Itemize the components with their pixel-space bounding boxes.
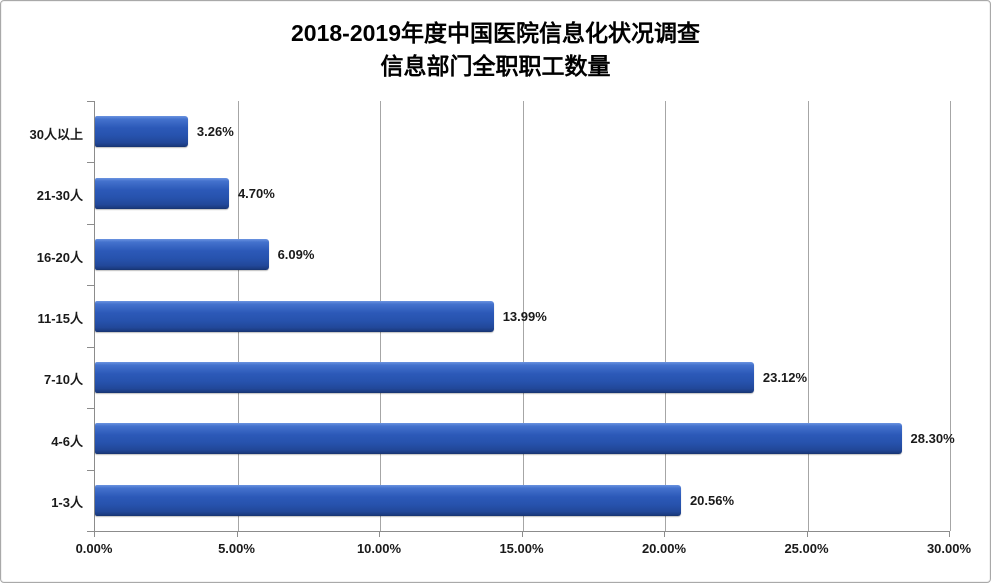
gridline-30	[950, 101, 951, 531]
x-axis-tick	[94, 531, 95, 537]
category-label-21-30人: 21-30人	[36, 188, 83, 204]
bar-21-30人	[95, 177, 229, 209]
x-axis-tick	[806, 531, 808, 537]
category-label-1-3人: 1-3人	[51, 495, 83, 511]
value-label-21-30人: 4.70%	[237, 185, 275, 201]
y-axis-tick	[87, 162, 94, 164]
bar-1-3人	[95, 484, 681, 516]
x-axis-label-5.00%: 5.00%	[218, 541, 255, 556]
x-axis-label-10.00%: 10.00%	[356, 541, 402, 556]
y-axis-tick	[87, 469, 94, 471]
gridline-15	[522, 101, 524, 531]
gridline-25	[807, 101, 809, 531]
x-axis-label-20.00%: 20.00%	[641, 541, 687, 556]
x-axis-tick	[664, 531, 665, 537]
bar-7-10人	[95, 361, 754, 393]
chart-title-line1: 2018-2019年度中国医院信息化状况调查	[291, 20, 700, 46]
category-label-30人以上: 30人以上	[29, 126, 83, 142]
chart-title-line2: 信息部门全职职工数量	[380, 53, 611, 80]
gridline-20	[665, 101, 666, 531]
plot-area: 3.26% 4.70% 6.09% 13.99% 23.12% 28.30% 20.56%	[94, 101, 955, 532]
y-axis-tick	[87, 408, 94, 410]
x-axis-tick	[949, 531, 950, 537]
x-axis-tick	[379, 531, 380, 537]
bar-4-6人	[95, 423, 902, 455]
y-axis-tick	[87, 346, 94, 348]
value-label-30人以上: 3.26%	[196, 124, 234, 140]
x-axis-tick	[236, 531, 238, 537]
bar-11-15人	[95, 300, 494, 332]
x-axis-label-15.00%: 15.00%	[499, 541, 544, 556]
chart-title: 2018-2019年度中国医院信息化状况调查 信息部门全职职工数量	[1, 17, 990, 84]
value-label-1-3人: 20.56%	[689, 492, 735, 508]
category-label-4-6人: 4-6人	[51, 433, 83, 449]
category-label-16-20人: 16-20人	[36, 249, 83, 265]
y-axis-tick	[87, 531, 94, 532]
value-label-16-20人: 6.09%	[277, 247, 315, 263]
x-axis-label-0.00%: 0.00%	[75, 541, 113, 556]
category-label-7-10人: 7-10人	[43, 372, 83, 388]
y-axis-tick	[87, 101, 94, 102]
bar-30人以上	[95, 116, 188, 148]
y-axis-tick	[87, 285, 94, 287]
category-label-11-15人: 11-15人	[37, 311, 83, 326]
value-label-7-10人: 23.12%	[762, 369, 807, 385]
y-axis-tick	[87, 223, 94, 225]
value-label-11-15人: 13.99%	[502, 308, 547, 324]
value-label-4-6人: 28.30%	[910, 431, 955, 447]
x-axis-label-30.00%: 30.00%	[926, 541, 972, 556]
bar-16-20人	[95, 239, 269, 271]
x-axis-label-25.00%: 25.00%	[784, 541, 829, 556]
x-axis-tick	[521, 531, 523, 537]
